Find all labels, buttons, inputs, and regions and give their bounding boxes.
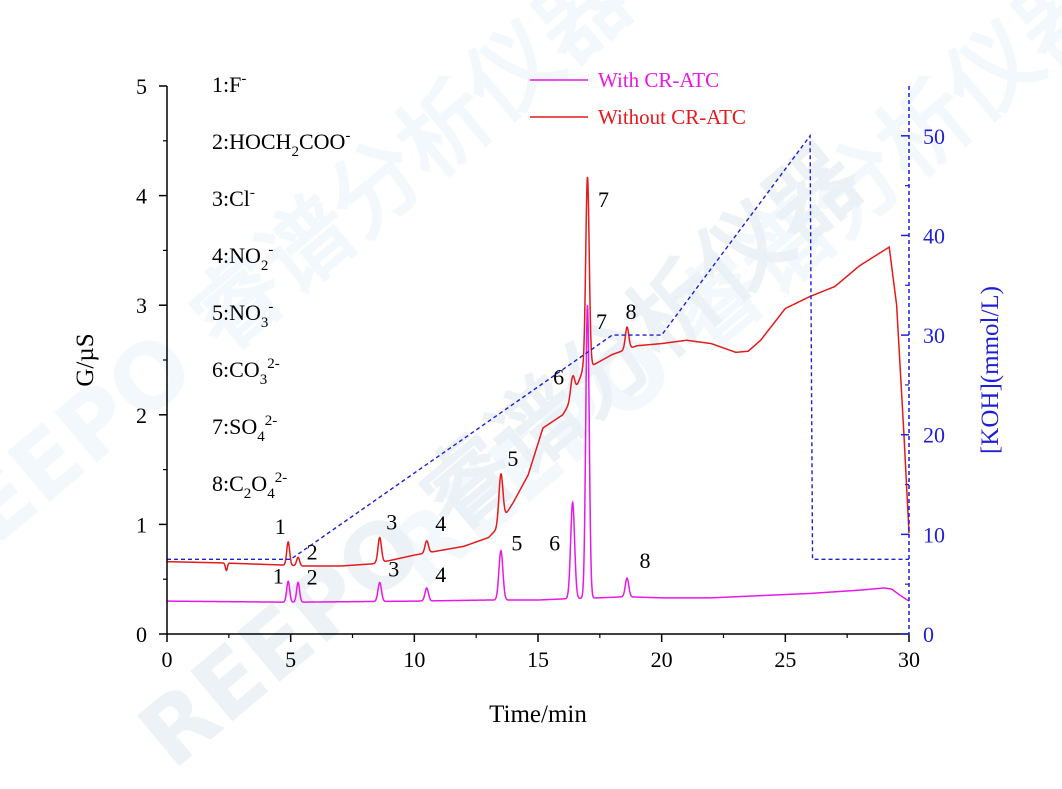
y-axis-title: G/µS [72,333,99,386]
y-tick-label: 4 [136,184,147,209]
x-tick-label: 5 [285,647,296,672]
series-layer [166,133,910,603]
legend-label-1: Without CR-ATC [598,105,746,129]
y2-tick-label: 50 [923,124,945,149]
y2-tick-label: 20 [923,423,945,448]
peak-label-3: 3 [386,510,397,535]
ion-item: 1:F- [212,71,246,97]
y2-tick-label: 40 [923,223,945,248]
y-tick-label: 5 [136,74,147,99]
y2-axis-title: [KOH](mmol/L) [977,286,1004,454]
ion-item: 3:Cl- [212,185,255,211]
legend-label-0: With CR-ATC [598,68,719,92]
ion-item: 8:C2O42- [212,470,287,502]
peak-label-1: 1 [275,514,286,539]
y-tick-label: 2 [136,403,147,428]
peak-label-8: 8 [626,299,637,324]
x-tick-label: 10 [403,647,425,672]
peak-label-8: 8 [640,548,651,573]
peak-label-4: 4 [435,562,446,587]
peak-label-4: 4 [435,511,446,536]
x-tick-label: 15 [527,647,549,672]
series-line-0 [167,305,910,603]
peak-label-7: 7 [596,309,607,334]
ion-list: 1:F- 2:HOCH2COO- 3:Cl- 4:NO2- 5:NO3- 6:CO32- 7… [212,71,350,502]
ion-item: 2:HOCH2COO- [212,128,350,160]
peak-label-3: 3 [388,556,399,581]
x-tick-label: 30 [898,647,920,672]
x-axis-title: Time/min [489,701,587,728]
series-line-1 [166,176,910,572]
watermark-text: REEPO 睿谱分析仪器 [0,0,652,608]
peak-label-2: 2 [307,564,318,589]
ion-item: 4:NO2- [212,242,273,274]
peak-label-1: 1 [273,563,284,588]
y2-tick-label: 0 [923,622,934,647]
y2-tick-label: 10 [923,522,945,547]
peak-label-5: 5 [507,446,518,471]
ion-item: 7:SO42- [212,413,277,445]
peak-label-6: 6 [549,530,560,555]
x-tick-label: 20 [651,647,673,672]
peak-label-2: 2 [307,539,318,564]
x-tick-label: 25 [774,647,796,672]
y-tick-label: 3 [136,293,147,318]
y2-tick-label: 30 [923,323,945,348]
peak-label-5: 5 [511,531,522,556]
ion-item: 6:CO32- [212,356,280,388]
axes: 0 5 10 15 20 25 3001234501020304050Time/minG/µ… [72,74,1004,728]
y-tick-label: 1 [136,512,147,537]
x-tick-label: 0 [162,647,173,672]
peak-label-6: 6 [553,364,564,389]
y-tick-label: 0 [136,622,147,647]
peak-label-7: 7 [598,187,609,212]
ion-item: 5:NO3- [212,299,273,331]
legend: With CR-ATC Without CR-ATC [530,68,746,129]
